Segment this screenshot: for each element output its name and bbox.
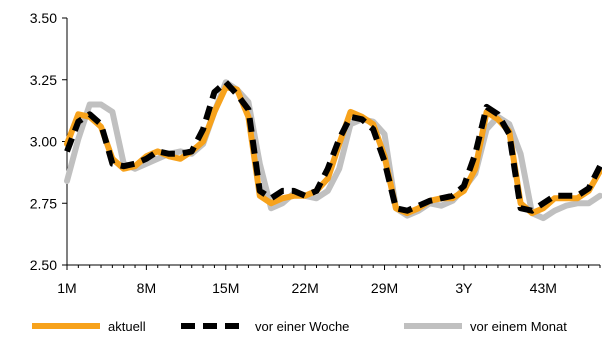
y-tick-label: 3.00 bbox=[30, 134, 57, 150]
x-tick-label: 8M bbox=[137, 280, 156, 296]
x-tick-label: 22M bbox=[292, 280, 319, 296]
series-lines bbox=[64, 79, 602, 222]
legend-label-0: aktuell bbox=[108, 319, 146, 334]
series-line-1 bbox=[64, 79, 602, 214]
y-tick-label: 3.50 bbox=[30, 10, 57, 26]
y-tick-label: 2.50 bbox=[30, 257, 57, 273]
x-tick-label: 3Y bbox=[455, 280, 473, 296]
y-tick-label: 2.75 bbox=[30, 195, 57, 211]
legend: aktuell vor einer Woche vor einem Monat bbox=[32, 319, 567, 334]
legend-label-2: vor einem Monat bbox=[470, 319, 567, 334]
y-tick-label: 3.25 bbox=[30, 72, 57, 88]
x-tick-label: 15M bbox=[212, 280, 239, 296]
legend-label-1: vor einer Woche bbox=[255, 319, 349, 334]
x-tick-label: 29M bbox=[371, 280, 398, 296]
x-tick-label: 43M bbox=[530, 280, 557, 296]
series-line-2 bbox=[64, 79, 602, 222]
x-tick-label: 1M bbox=[57, 280, 76, 296]
